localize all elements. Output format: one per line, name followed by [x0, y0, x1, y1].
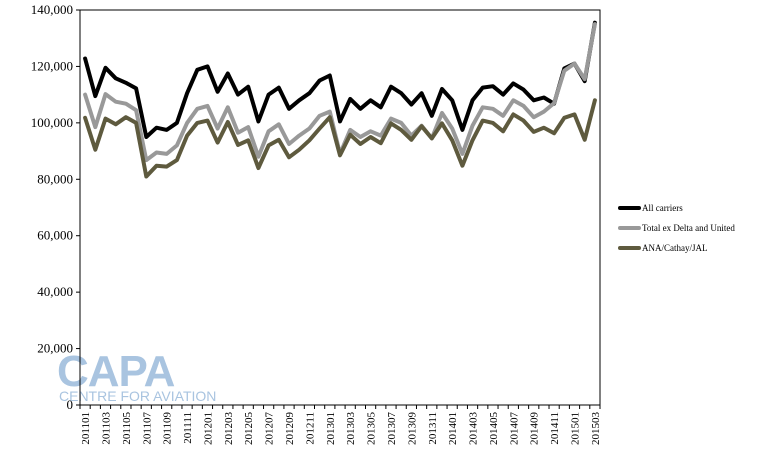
x-tick-label: 201311	[427, 412, 439, 445]
x-tick-label: 201401	[447, 412, 459, 445]
x-tick-label: 201303	[345, 412, 357, 446]
y-tick-label: 60,000	[37, 228, 73, 243]
x-tick-label: 201411	[549, 412, 561, 445]
x-tick-label: 201301	[325, 412, 337, 445]
x-tick-label: 201107	[141, 412, 153, 445]
y-tick-label: 120,000	[31, 58, 73, 73]
legend-label: Total ex Delta and United	[642, 223, 735, 233]
y-tick-label: 100,000	[31, 115, 73, 130]
x-tick-label: 201201	[202, 412, 214, 445]
legend-label: All carriers	[642, 203, 683, 213]
y-axis-ticks: 0 20,000 40,000 60,000 80,000 100,000 120,000 1…	[31, 2, 80, 412]
x-tick-label: 201205	[243, 412, 255, 446]
x-tick-label: 201109	[162, 412, 174, 445]
x-tick-label: 201111	[182, 412, 194, 444]
capa-logo-watermark: CAPA CENTRE FOR AVIATION	[57, 347, 216, 404]
x-tick-label: 201501	[570, 412, 582, 445]
series-line-ana-cathay-jal	[83, 98, 597, 179]
x-tick-label: 201103	[100, 412, 112, 445]
y-tick-label: 80,000	[37, 171, 73, 186]
x-tick-label: 201407	[508, 412, 520, 446]
x-tick-label: 201309	[406, 412, 418, 446]
chart-series	[83, 20, 597, 179]
x-tick-label: 201305	[366, 412, 378, 446]
legend-label: ANA/Cathay/JAL	[642, 243, 708, 253]
x-tick-label: 201409	[529, 412, 541, 446]
x-tick-label: 201203	[223, 412, 235, 446]
x-tick-label: 201405	[488, 412, 500, 446]
series-line-total-ex-delta-and-united	[83, 22, 597, 163]
series-line-all-carriers	[83, 20, 597, 139]
y-tick-label: 20,000	[37, 341, 73, 356]
x-tick-label: 201211	[304, 412, 316, 445]
logo-tagline-text: CENTRE FOR AVIATION	[59, 388, 216, 404]
y-tick-label: 0	[67, 397, 74, 412]
x-tick-label: 201105	[121, 412, 133, 445]
plot-area-frame	[79, 9, 601, 406]
chart-axes	[79, 9, 601, 406]
x-tick-label: 201307	[386, 412, 398, 446]
x-tick-label: 201503	[590, 412, 602, 446]
chart-legend: All carriers Total ex Delta and United ANA…	[618, 203, 735, 253]
x-tick-label: 201403	[468, 412, 480, 446]
y-tick-label: 40,000	[37, 284, 73, 299]
x-axis-ticks: 201101 201103 201105 201107 201109 201111 2012…	[79, 405, 602, 446]
x-tick-label: 201209	[284, 412, 296, 446]
y-tick-label: 140,000	[31, 2, 73, 17]
x-tick-label: 201101	[80, 412, 92, 445]
logo-main-text: CAPA	[57, 347, 175, 396]
x-tick-label: 201207	[264, 412, 276, 446]
